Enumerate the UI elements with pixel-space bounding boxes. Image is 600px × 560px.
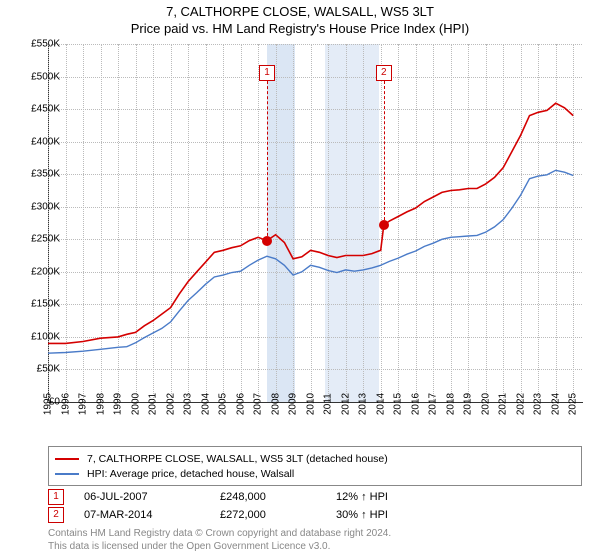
footer-line1: Contains HM Land Registry data © Crown c… [48,528,391,541]
y-axis-label: £250K [18,234,60,245]
x-axis-label: 2012 [340,393,351,415]
x-axis-label: 2006 [235,393,246,415]
legend-swatch [55,458,79,460]
sale-marker-dot [379,220,389,230]
transaction-row: 2 07-MAR-2014 £272,000 30% ↑ HPI [48,506,582,524]
x-axis-label: 2018 [445,393,456,415]
series-hpi [48,170,573,353]
y-axis-label: £500K [18,71,60,82]
x-axis-label: 1997 [78,393,89,415]
x-axis-label: 2011 [323,393,334,415]
chart-container: 7, CALTHORPE CLOSE, WALSALL, WS5 3LT Pri… [0,0,600,560]
transaction-price: £272,000 [220,509,330,521]
y-axis-label: £400K [18,136,60,147]
x-axis-label: 2010 [305,393,316,415]
transaction-table: 1 06-JUL-2007 £248,000 12% ↑ HPI 2 07-MAR-201… [48,488,582,524]
x-axis-label: 2016 [410,393,421,415]
x-axis-label: 2015 [393,393,404,415]
x-axis-label: 2000 [130,393,141,415]
x-axis-label: 2002 [165,393,176,415]
x-axis-label: 2008 [270,393,281,415]
sale-marker-dot [262,236,272,246]
x-axis-label: 2007 [253,393,264,415]
legend-label: HPI: Average price, detached house, Wals… [87,468,294,480]
footer-line2: This data is licensed under the Open Gov… [48,541,391,554]
series-price_paid [48,103,573,343]
x-axis-label: 2005 [218,393,229,415]
legend-label: 7, CALTHORPE CLOSE, WALSALL, WS5 3LT (de… [87,453,388,465]
x-axis-label: 2019 [463,393,474,415]
title-subtitle: Price paid vs. HM Land Registry's House … [0,21,600,36]
transaction-row: 1 06-JUL-2007 £248,000 12% ↑ HPI [48,488,582,506]
sale-marker-badge: 2 [376,65,392,81]
sale-marker-line [384,81,385,224]
transaction-date: 06-JUL-2007 [84,491,214,503]
transaction-badge: 1 [48,489,64,505]
x-axis-label: 2023 [533,393,544,415]
y-axis-label: £100K [18,331,60,342]
x-axis-label: 2014 [375,393,386,415]
x-axis-label: 2001 [148,393,159,415]
sale-marker-badge: 1 [259,65,275,81]
y-axis-label: £50K [18,364,60,375]
x-axis-label: 2013 [358,393,369,415]
y-axis-label: £150K [18,299,60,310]
legend-row: HPI: Average price, detached house, Wals… [55,466,575,481]
chart-area: 12 [48,44,582,402]
legend-swatch [55,473,79,475]
x-axis-label: 1999 [113,393,124,415]
y-axis-label: £550K [18,39,60,50]
x-axis-label: 2024 [550,393,561,415]
x-axis-label: 2009 [288,393,299,415]
y-axis-label: £200K [18,266,60,277]
y-axis-label: £450K [18,104,60,115]
x-axis-label: 2003 [183,393,194,415]
x-axis-label: 1998 [95,393,106,415]
title-block: 7, CALTHORPE CLOSE, WALSALL, WS5 3LT Pri… [0,0,600,36]
x-axis-label: 1996 [60,393,71,415]
transaction-date: 07-MAR-2014 [84,509,214,521]
y-axis-label: £350K [18,169,60,180]
transaction-delta: 30% ↑ HPI [336,509,476,521]
sale-marker-line [267,81,268,240]
x-axis-label: 2004 [200,393,211,415]
transaction-price: £248,000 [220,491,330,503]
chart-lines [48,44,582,402]
legend-row: 7, CALTHORPE CLOSE, WALSALL, WS5 3LT (de… [55,451,575,466]
transaction-delta: 12% ↑ HPI [336,491,476,503]
title-address: 7, CALTHORPE CLOSE, WALSALL, WS5 3LT [0,4,600,19]
transaction-badge: 2 [48,507,64,523]
x-axis-label: 1995 [43,393,54,415]
x-axis-label: 2020 [480,393,491,415]
y-axis-label: £0 [18,397,60,408]
x-axis-label: 2025 [568,393,579,415]
x-axis-label: 2017 [428,393,439,415]
x-axis-label: 2022 [515,393,526,415]
footer: Contains HM Land Registry data © Crown c… [48,528,391,553]
y-axis-label: £300K [18,201,60,212]
legend: 7, CALTHORPE CLOSE, WALSALL, WS5 3LT (de… [48,446,582,486]
x-axis-label: 2021 [498,393,509,415]
